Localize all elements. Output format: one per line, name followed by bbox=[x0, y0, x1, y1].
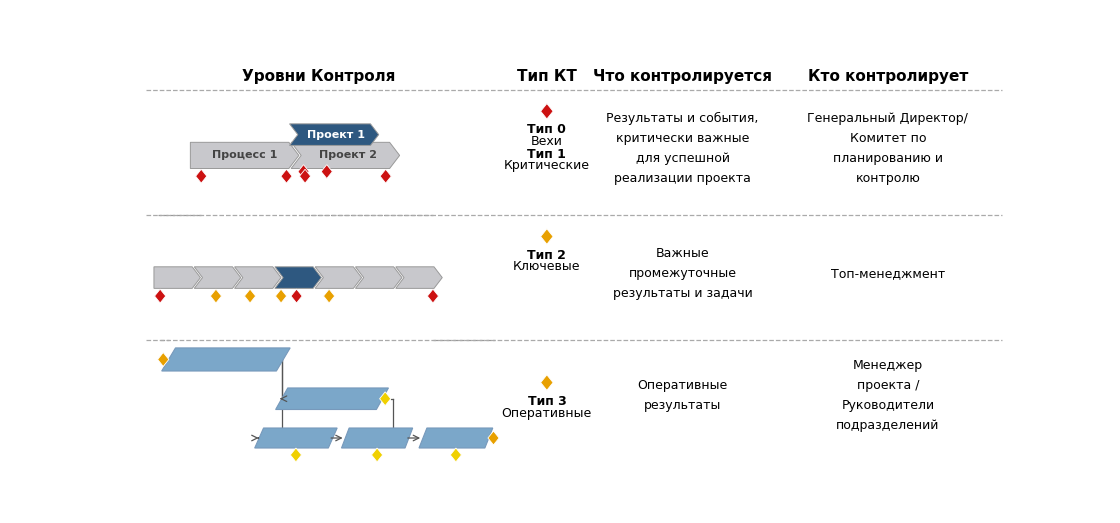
Polygon shape bbox=[419, 428, 493, 448]
Polygon shape bbox=[541, 375, 553, 390]
Text: Кто контролирует: Кто контролирует bbox=[808, 69, 968, 84]
Text: Топ-менеджмент: Топ-менеджмент bbox=[831, 267, 945, 280]
Polygon shape bbox=[488, 431, 500, 445]
Text: Менеджер
проекта /
Руководители
подразделений: Менеджер проекта / Руководители подразде… bbox=[837, 359, 940, 431]
Polygon shape bbox=[450, 448, 461, 462]
Text: Уровни Контроля: Уровни Контроля bbox=[242, 69, 395, 84]
Polygon shape bbox=[244, 289, 255, 303]
Polygon shape bbox=[276, 289, 287, 303]
Text: Проект 2: Проект 2 bbox=[319, 151, 376, 161]
Polygon shape bbox=[395, 267, 442, 288]
Polygon shape bbox=[355, 267, 402, 288]
Polygon shape bbox=[299, 169, 310, 183]
Polygon shape bbox=[211, 289, 222, 303]
Polygon shape bbox=[194, 267, 241, 288]
Text: Что контролируется: Что контролируется bbox=[592, 69, 772, 84]
Polygon shape bbox=[196, 169, 207, 183]
Text: Процесс 1: Процесс 1 bbox=[212, 151, 278, 161]
Polygon shape bbox=[161, 348, 290, 371]
Polygon shape bbox=[155, 289, 166, 303]
Text: Важные
промежуточные
результаты и задачи: Важные промежуточные результаты и задачи bbox=[613, 247, 753, 300]
Polygon shape bbox=[276, 388, 389, 410]
Polygon shape bbox=[298, 165, 309, 178]
Polygon shape bbox=[190, 142, 299, 168]
Polygon shape bbox=[274, 267, 321, 288]
Polygon shape bbox=[290, 448, 301, 462]
Polygon shape bbox=[234, 267, 281, 288]
Polygon shape bbox=[291, 289, 302, 303]
Text: Оперативные: Оперативные bbox=[502, 407, 592, 420]
Polygon shape bbox=[290, 124, 379, 145]
Text: Вехи: Вехи bbox=[531, 135, 563, 148]
Polygon shape bbox=[541, 104, 553, 119]
Text: Проект 1: Проект 1 bbox=[307, 130, 365, 140]
Text: Тип 3: Тип 3 bbox=[528, 395, 567, 408]
Polygon shape bbox=[428, 289, 439, 303]
Text: Тип КТ: Тип КТ bbox=[517, 69, 577, 84]
Polygon shape bbox=[380, 392, 391, 406]
Polygon shape bbox=[291, 142, 400, 168]
Polygon shape bbox=[158, 353, 169, 367]
Polygon shape bbox=[372, 448, 383, 462]
Text: Тип 1: Тип 1 bbox=[528, 148, 567, 161]
Text: Генеральный Директор/
Комитет по
планированию и
контролю: Генеральный Директор/ Комитет по планиро… bbox=[808, 112, 969, 185]
Polygon shape bbox=[380, 169, 391, 183]
Polygon shape bbox=[342, 428, 412, 448]
Text: Результаты и события,
критически важные
для успешной
реализации проекта: Результаты и события, критически важные … bbox=[606, 112, 758, 185]
Polygon shape bbox=[153, 267, 200, 288]
Text: Оперативные
результаты: Оперативные результаты bbox=[637, 379, 728, 412]
Polygon shape bbox=[281, 169, 292, 183]
Text: Тип 0: Тип 0 bbox=[528, 123, 567, 137]
Polygon shape bbox=[321, 165, 333, 178]
Polygon shape bbox=[541, 229, 553, 244]
Text: Критические: Критические bbox=[504, 160, 590, 173]
Polygon shape bbox=[315, 267, 362, 288]
Polygon shape bbox=[324, 289, 335, 303]
Text: Тип 2: Тип 2 bbox=[528, 248, 567, 262]
Polygon shape bbox=[254, 428, 337, 448]
Text: Ключевые: Ключевые bbox=[513, 260, 580, 273]
